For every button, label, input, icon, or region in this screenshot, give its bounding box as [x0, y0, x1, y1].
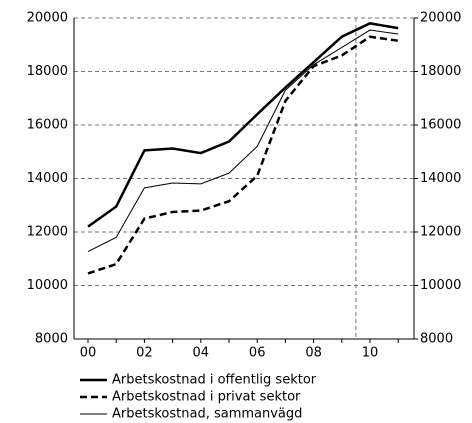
x-tick-label: 08: [305, 346, 322, 361]
legend-label: Arbetskostnad i offentlig sektor: [112, 373, 317, 388]
x-tick-label: 00: [80, 346, 97, 361]
y2-tick-label: 16000: [420, 118, 461, 133]
line-series: [87, 22, 399, 228]
y-tick-label: 18000: [27, 64, 68, 79]
x-tick-label: 10: [362, 346, 379, 361]
y2-tick-label: 14000: [420, 171, 461, 186]
y-tick-label: 8000: [35, 332, 68, 347]
x-tick-label: 04: [193, 346, 210, 361]
y2-tick-label: 10000: [420, 278, 461, 293]
y-tick-label: 20000: [27, 11, 68, 26]
legend-label: Arbetskostnad i privat sektor: [112, 390, 301, 405]
y-tick-label: 10000: [27, 278, 68, 293]
y-tick-label: 12000: [27, 225, 68, 240]
y2-tick-label: 20000: [420, 11, 461, 26]
y2-tick-label: 8000: [420, 332, 453, 347]
line-series: [87, 35, 399, 275]
legend-label: Arbetskostnad, sammanvägd: [112, 407, 302, 422]
x-tick-label: 06: [249, 346, 266, 361]
y2-tick-label: 18000: [420, 64, 461, 79]
x-tick-label: 02: [136, 346, 153, 361]
y-tick-label: 14000: [27, 171, 68, 186]
line-series: [87, 29, 399, 252]
y2-tick-label: 12000: [420, 225, 461, 240]
y-tick-label: 16000: [27, 118, 68, 133]
